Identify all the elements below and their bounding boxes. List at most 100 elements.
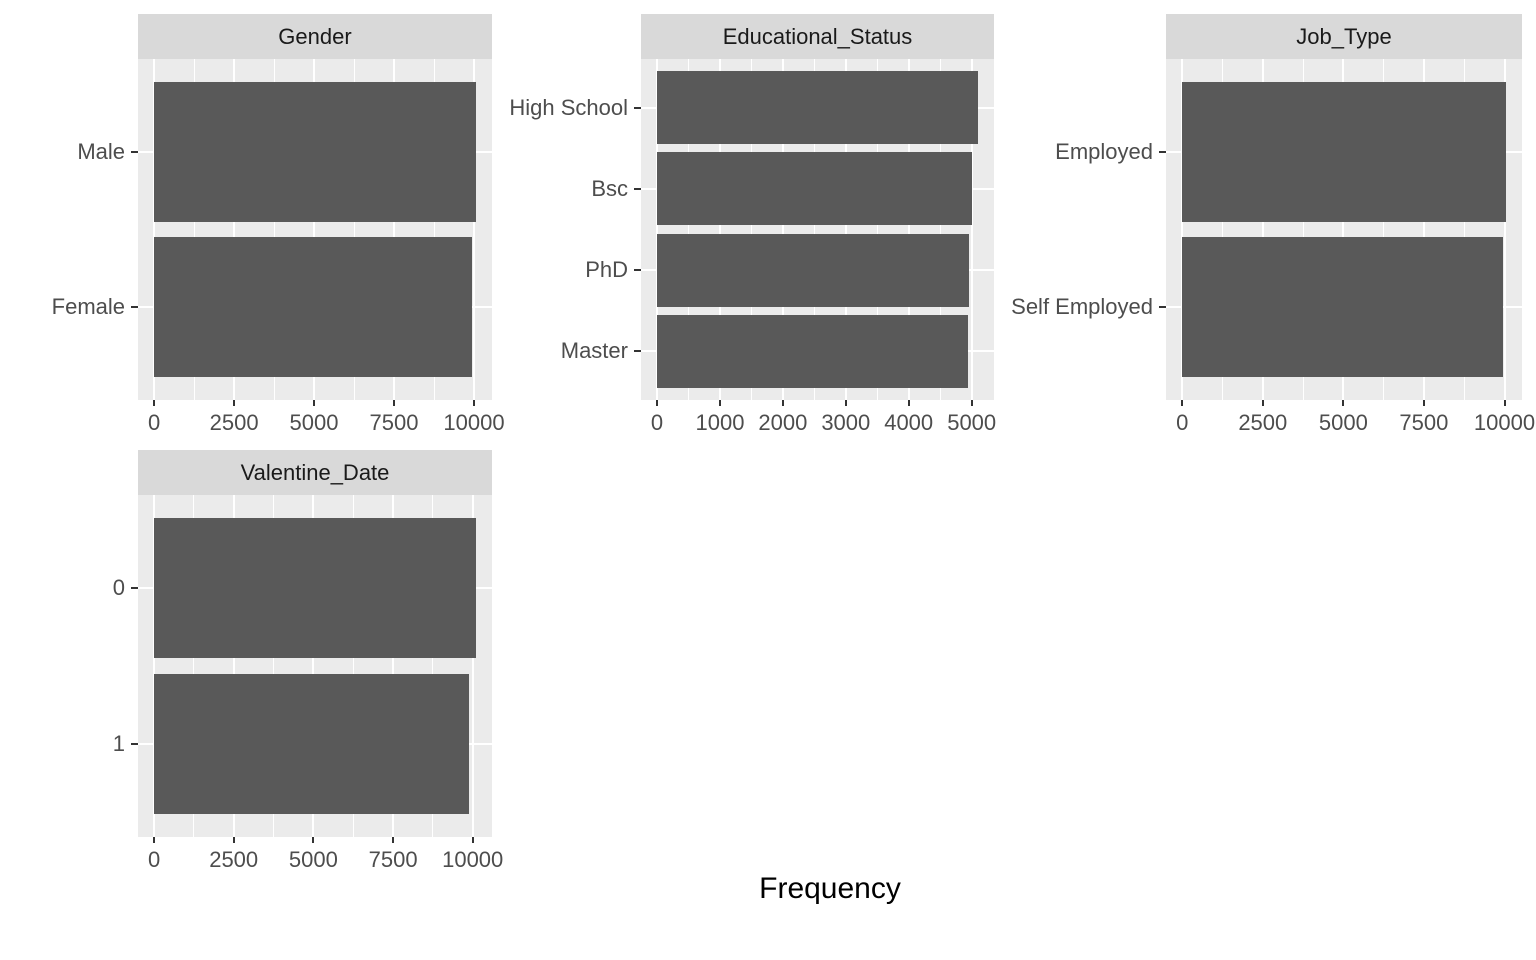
- y-axis-label: Male: [77, 139, 125, 164]
- x-axis-tick: [907, 400, 910, 406]
- y-axis-label-row: Bsc: [500, 173, 641, 205]
- x-axis-tick-label: 5000: [1318, 410, 1368, 435]
- gridline-minor-x: [273, 495, 275, 837]
- x-axis-tick-label: 2000: [758, 410, 808, 435]
- x-axis-title: Frequency: [759, 872, 901, 905]
- gridline-minor-x: [1383, 59, 1385, 400]
- facet-strip: Job_Type: [1166, 14, 1522, 59]
- facet-panel: [1166, 59, 1522, 400]
- x-axis-tick-label: 2500: [1238, 410, 1288, 435]
- y-axis-label-row: 1: [0, 728, 138, 760]
- gridline-major-x: [1181, 59, 1184, 400]
- y-axis-tick: [634, 269, 641, 272]
- bar-master: [657, 314, 968, 388]
- y-axis-label: Female: [51, 294, 125, 319]
- gridline-minor-x: [432, 495, 434, 837]
- x-axis-tick: [1342, 400, 1345, 406]
- gridline-major-x: [393, 59, 395, 400]
- gridline-major-x: [471, 495, 474, 837]
- x-axis-tick: [781, 400, 784, 406]
- gridline-major-x: [473, 59, 475, 400]
- gridline-minor-x: [939, 59, 941, 400]
- facet-strip: Gender: [138, 14, 492, 59]
- gridline-major-x: [1261, 59, 1264, 400]
- y-axis-tick: [634, 187, 641, 190]
- y-axis-label-row: Self Employed: [996, 291, 1166, 323]
- x-axis-tick: [1422, 400, 1425, 406]
- x-axis-tick-label: 5000: [947, 410, 997, 435]
- x-axis-tick: [1261, 400, 1264, 406]
- gridline-major-x: [970, 59, 973, 400]
- y-axis-label: 0: [112, 575, 125, 601]
- x-axis-tick-label: 5000: [288, 847, 338, 872]
- x-axis-tick: [153, 837, 156, 843]
- x-axis-tick-label: 7500: [369, 410, 419, 435]
- x-axis-tick-label: 1000: [695, 410, 745, 435]
- gridline-major-x: [656, 59, 658, 400]
- gridline-minor-x: [352, 495, 354, 837]
- x-axis-tick: [844, 400, 847, 406]
- gridline-major-x: [153, 495, 156, 837]
- bar-0: [154, 518, 476, 659]
- bar-female: [154, 237, 473, 377]
- gridline-minor-x: [433, 59, 435, 400]
- gridline-minor-x: [193, 59, 195, 400]
- gridline-minor-x: [1463, 59, 1465, 400]
- gridline-major-x: [153, 59, 156, 400]
- gridline-major-x: [392, 495, 395, 837]
- x-axis-tick-label: 5000: [289, 410, 339, 435]
- x-axis-tick: [1181, 400, 1184, 406]
- facet-panel: [138, 495, 492, 837]
- gridline-major-x: [232, 495, 235, 837]
- bar-high-school: [657, 71, 978, 145]
- bar-employed: [1182, 82, 1506, 222]
- gridline-minor-x: [1222, 59, 1223, 400]
- gridline-minor-x: [813, 59, 815, 400]
- gridline-major-x: [1342, 59, 1345, 400]
- y-axis-tick: [1159, 151, 1166, 153]
- facet-strip: Educational_Status: [641, 14, 994, 59]
- gridline-minor-x: [193, 495, 195, 837]
- x-axis-tick-label: 7500: [1399, 410, 1449, 435]
- y-axis-label-row: PhD: [500, 254, 641, 286]
- gridline-minor-x: [273, 59, 275, 400]
- x-axis-tick-label: 10000: [443, 410, 505, 435]
- x-axis-tick: [719, 400, 721, 406]
- x-axis-tick: [471, 837, 474, 843]
- y-axis-label: Master: [560, 338, 628, 364]
- gridline-major-x: [907, 59, 910, 400]
- y-axis-label-row: Master: [500, 335, 641, 367]
- x-axis-tick: [392, 837, 395, 843]
- gridline-minor-x: [876, 59, 878, 400]
- facet-strip: Valentine_Date: [138, 450, 492, 495]
- y-axis-label: Bsc: [591, 175, 628, 201]
- facet-panel: [138, 59, 492, 400]
- x-axis-tick-label: 2500: [209, 847, 259, 872]
- x-axis-tick: [233, 400, 236, 406]
- gridline-major-x: [312, 495, 315, 837]
- x-axis-tick-label: 0: [147, 410, 161, 435]
- y-axis-label: Employed: [1055, 139, 1153, 164]
- y-axis-label: Self Employed: [1011, 294, 1153, 319]
- y-axis-tick: [131, 306, 138, 308]
- x-axis-tick-label: 10000: [1473, 410, 1536, 435]
- gridline-minor-x: [750, 59, 752, 400]
- gridline-major-x: [719, 59, 721, 400]
- gridline-minor-x: [1302, 59, 1304, 400]
- y-axis-label: High School: [509, 94, 628, 120]
- bar-self-employed: [1182, 237, 1504, 377]
- y-axis-tick: [634, 350, 641, 353]
- y-axis-tick: [634, 106, 641, 109]
- y-axis-tick: [131, 587, 138, 590]
- y-axis-label-row: Female: [0, 291, 138, 323]
- gridline-major-x: [1422, 59, 1425, 400]
- x-axis-tick: [312, 837, 315, 843]
- gridline-major-x: [313, 59, 315, 400]
- gridline-major-x: [1503, 59, 1506, 400]
- x-axis-tick-label: 0: [147, 847, 161, 872]
- x-axis-tick-label: 3000: [821, 410, 871, 435]
- y-axis-label-row: Employed: [996, 136, 1166, 168]
- x-axis-tick: [473, 400, 475, 406]
- x-axis-tick-label: 0: [650, 410, 664, 435]
